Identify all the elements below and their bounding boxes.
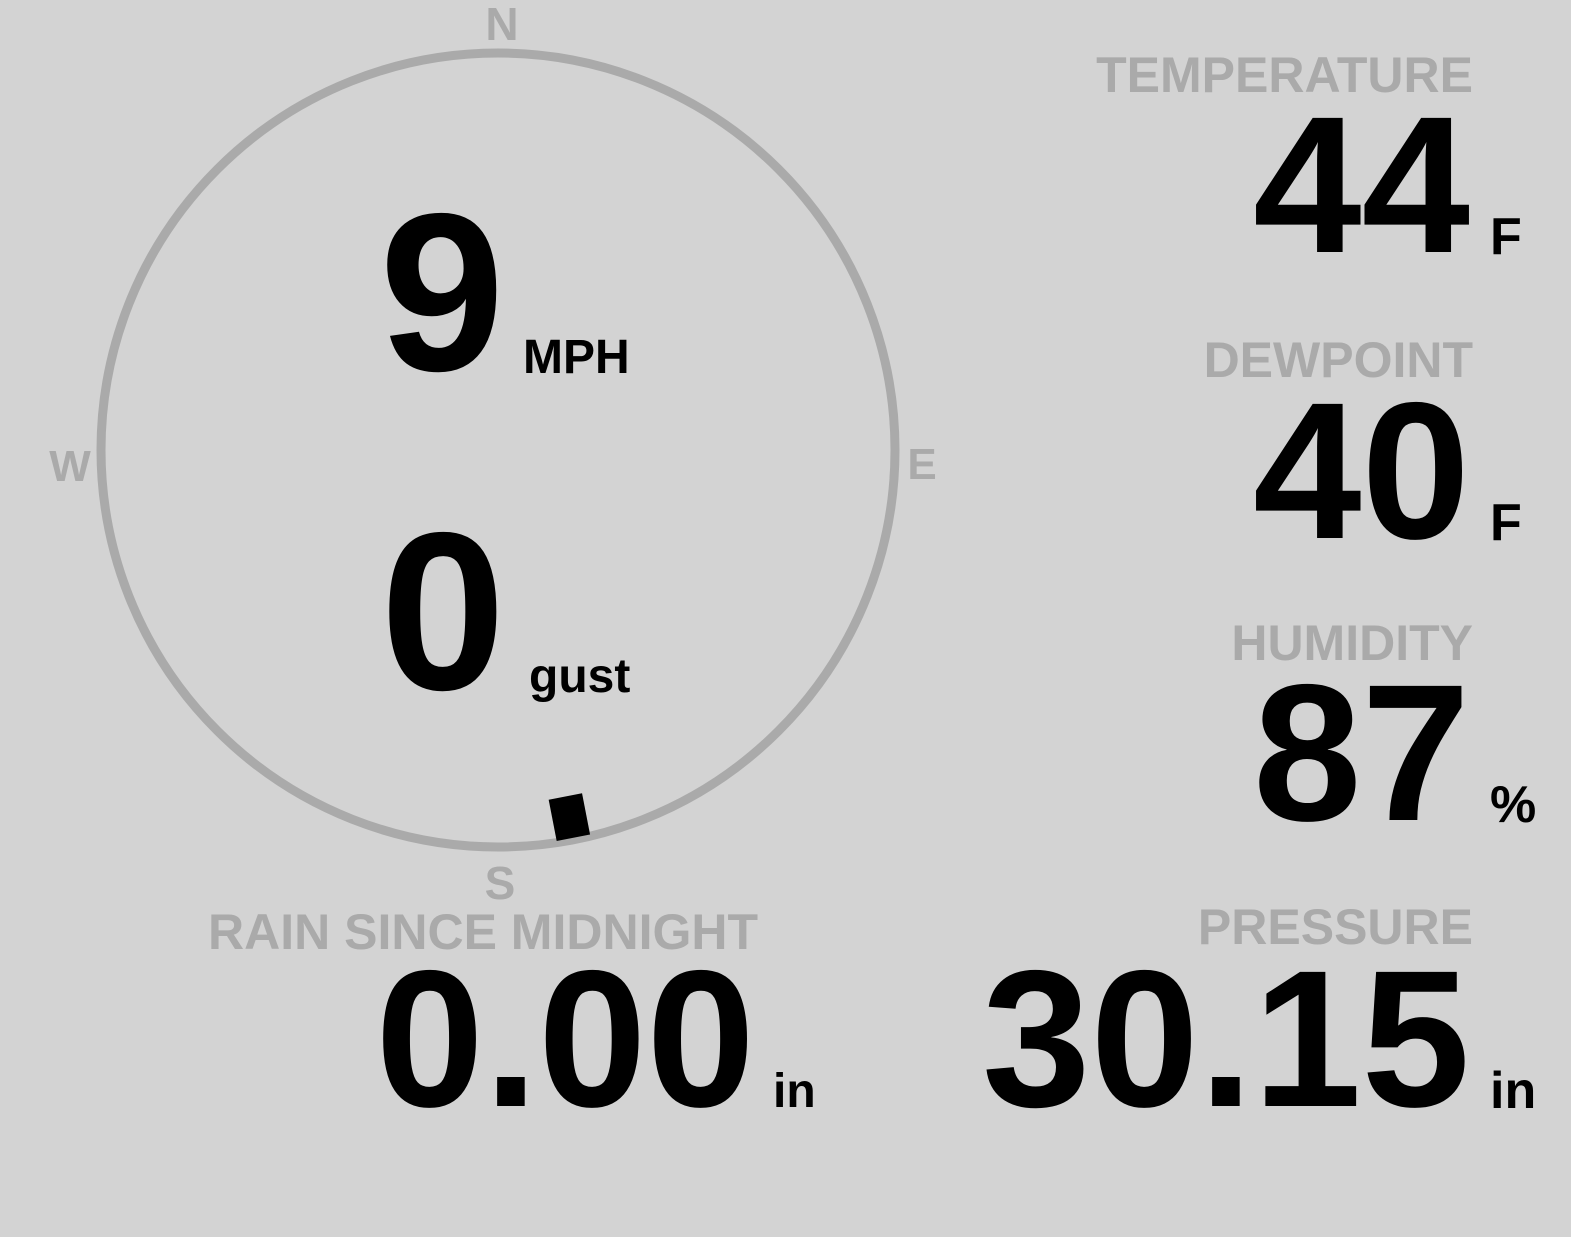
rain-value: 0.00: [375, 930, 755, 1148]
wind-gust: 0: [380, 485, 505, 737]
reading-unit: F: [1490, 208, 1522, 266]
reading-label: HUMIDITY: [1231, 615, 1473, 671]
reading-value: 44: [1253, 76, 1470, 294]
wind-speed-unit: MPH: [523, 331, 630, 384]
reading-value: 87: [1253, 644, 1470, 862]
reading-label: DEWPOINT: [1204, 332, 1473, 388]
reading-unit: in: [1490, 1062, 1536, 1120]
reading-value: 30.15: [982, 930, 1470, 1148]
wind-speed: 9: [379, 166, 504, 418]
reading-unit: %: [1490, 776, 1536, 834]
reading-value: 40: [1253, 362, 1470, 580]
wind-direction-marker: [548, 793, 591, 841]
reading-label: PRESSURE: [1198, 899, 1473, 955]
compass-south: S: [485, 857, 516, 909]
rain-unit: in: [773, 1065, 816, 1118]
reading-label: TEMPERATURE: [1096, 47, 1473, 103]
compass-west: W: [49, 442, 91, 491]
wind-gust-label: gust: [529, 650, 630, 703]
compass-ring: [96, 48, 900, 852]
compass-north: N: [485, 0, 518, 50]
compass-east: E: [907, 440, 936, 489]
reading-unit: F: [1490, 494, 1522, 552]
rain-label: RAIN SINCE MIDNIGHT: [208, 904, 758, 960]
